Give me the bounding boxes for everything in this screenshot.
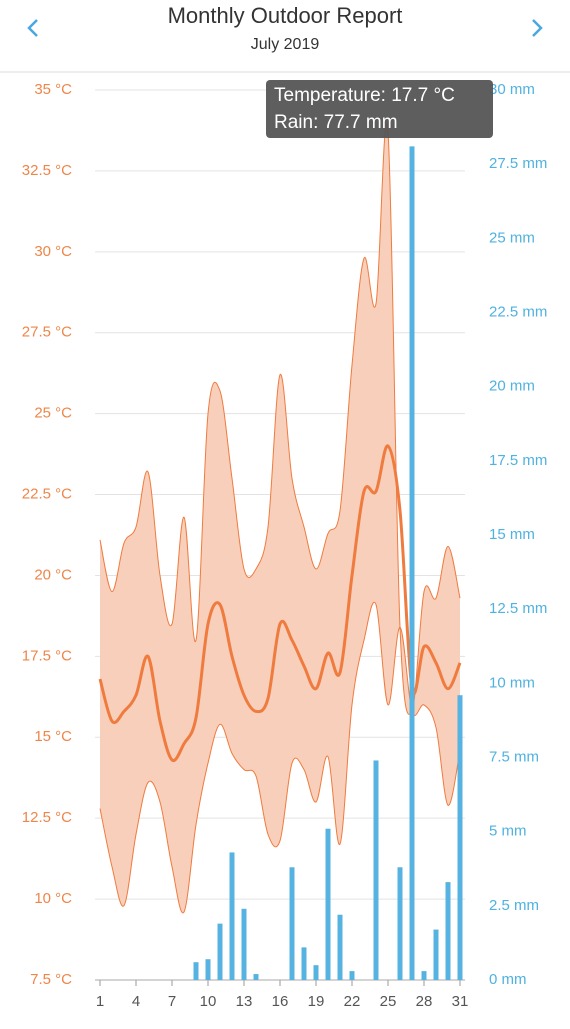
y2-tick-label: 15 mm [489, 526, 535, 543]
y-tick-label: 17.5 °C [22, 647, 72, 664]
x-tick-label: 16 [272, 993, 289, 1010]
rain-bar [253, 974, 259, 980]
y-tick-label: 12.5 °C [22, 809, 72, 826]
rain-bar [349, 971, 355, 980]
y2-tick-label: 27.5 mm [489, 155, 547, 172]
rain-bar [433, 929, 439, 980]
rain-bar [205, 959, 211, 980]
x-tick-label: 31 [452, 993, 469, 1010]
rain-bar [337, 914, 343, 980]
rain-bar [409, 146, 415, 980]
temperature-range [100, 123, 460, 913]
rain-bar [229, 852, 235, 980]
forward-arrow[interactable] [532, 19, 543, 37]
temperature-mean [98, 444, 462, 763]
tooltip-text: Temperature: 17.7 °C [274, 85, 455, 106]
x-tick-label: 1 [96, 993, 104, 1010]
y2-tick-label: 0 mm [489, 971, 527, 988]
x-tick-label: 13 [236, 993, 253, 1010]
y2-tick-label: 22.5 mm [489, 303, 547, 320]
x-tick-label: 28 [416, 993, 433, 1010]
temperature-min [99, 601, 461, 914]
y-tick-label: 25 °C [34, 405, 72, 422]
y2-tick-label: 12.5 mm [489, 600, 547, 617]
y2-tick-label: 7.5 mm [489, 748, 539, 765]
x-tick-label: 22 [344, 993, 361, 1010]
y-tick-label: 32.5 °C [22, 162, 72, 179]
y2-tick-label: 20 mm [489, 378, 535, 395]
y2-tick-label: 25 mm [489, 229, 535, 246]
rain-bar [241, 908, 247, 980]
back-arrow[interactable] [27, 19, 38, 37]
y-tick-label: 30 °C [34, 243, 72, 260]
rain-bar [457, 695, 463, 980]
x-tick-label: 7 [168, 993, 176, 1010]
y-tick-label: 22.5 °C [22, 486, 72, 503]
y2-tick-label: 17.5 mm [489, 452, 547, 469]
rain-bar [397, 867, 403, 980]
y2-tick-label: 10 mm [489, 674, 535, 691]
title: Monthly Outdoor Report [168, 3, 403, 28]
temperature-max [99, 122, 461, 715]
tooltip-text: Rain: 77.7 mm [274, 112, 398, 133]
rain-bar [325, 828, 331, 980]
rain-bar [421, 971, 427, 980]
rain-bar [289, 867, 295, 980]
rain-bar [313, 965, 319, 980]
y2-tick-label: 2.5 mm [489, 897, 539, 914]
rain-bar [193, 962, 199, 980]
rain-bar [373, 760, 379, 980]
y-tick-label: 27.5 °C [22, 324, 72, 341]
y-tick-label: 7.5 °C [30, 971, 72, 988]
x-tick-label: 10 [200, 993, 217, 1010]
y2-tick-label: 30 mm [489, 81, 535, 98]
rain-bar [217, 923, 223, 980]
y-tick-label: 15 °C [34, 728, 72, 745]
x-tick-label: 25 [380, 993, 397, 1010]
tooltip [266, 80, 493, 138]
x-tick-label: 4 [132, 993, 140, 1010]
y2-tick-label: 5 mm [489, 823, 527, 840]
rain-bar [445, 882, 451, 980]
x-tick-label: 19 [308, 993, 325, 1010]
rain-bar [301, 947, 307, 980]
subtitle: July 2019 [251, 36, 320, 53]
y-tick-label: 20 °C [34, 566, 72, 583]
y-tick-label: 35 °C [34, 81, 72, 98]
y-tick-label: 10 °C [34, 890, 72, 907]
